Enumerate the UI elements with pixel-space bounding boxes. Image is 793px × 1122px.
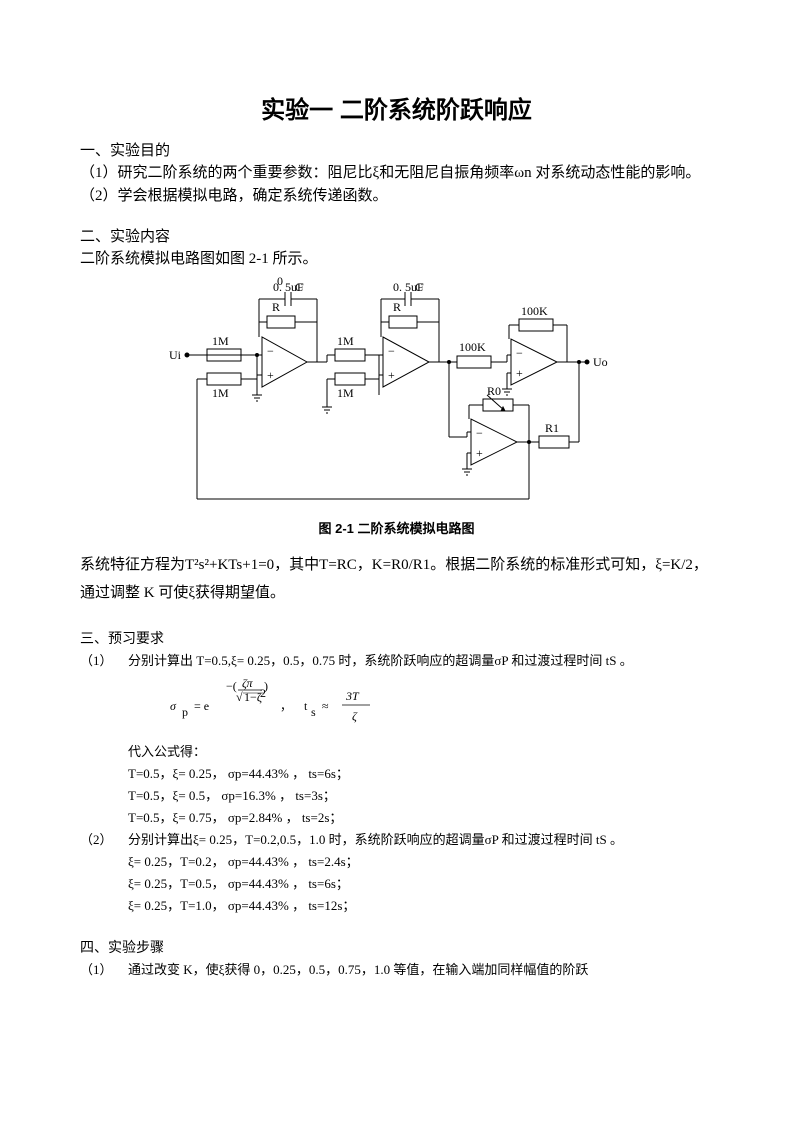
label-1m-2: 1M	[212, 386, 229, 400]
label-ui: Ui	[169, 348, 182, 362]
char-equation-para: 系统特征方程为T²s²+KTs+1=0，其中T=RC，K=R0/R1。根据二阶系…	[80, 551, 713, 608]
calc2-1: ξ= 0.25，T=0.2， σp=44.43% ， ts=2.4s；	[80, 851, 713, 873]
svg-text:): )	[264, 679, 268, 693]
sec3-item1: （1） 分别计算出 T=0.5,ξ= 0.25，0.5，0.75 时，系统阶跃响…	[80, 650, 713, 672]
svg-text:√: √	[236, 690, 243, 704]
svg-text:≈: ≈	[322, 699, 329, 713]
sec1-heading: 一、实验目的	[80, 139, 713, 160]
svg-text:+: +	[388, 368, 395, 382]
svg-text:s: s	[311, 705, 316, 719]
item2-body: 分别计算出ξ= 0.25，T=0.2,0.5，1.0 时，系统阶跃响应的超调量σ…	[128, 829, 713, 851]
calc-1: T=0.5，ξ= 0.25， σp=44.43% ， ts=6s；	[80, 763, 713, 785]
svg-text:= e: = e	[194, 699, 209, 713]
svg-text:p: p	[182, 705, 188, 719]
doc-title: 实验一 二阶系统阶跃响应	[80, 90, 713, 125]
label-R-2: R	[393, 300, 401, 314]
svg-text:ζ: ζ	[352, 709, 358, 723]
svg-text:−: −	[267, 344, 274, 358]
sec2-heading: 二、实验内容	[80, 225, 713, 246]
calc2-3: ξ= 0.25，T=1.0， σp=44.43% ， ts=12s；	[80, 895, 713, 917]
label-R0: R0	[487, 384, 501, 398]
label-1m-3: 1M	[337, 334, 354, 348]
formula: σ p = e −( ζπ √ 1−ζ 2 ) ， t s ≈ 3T ζ	[80, 678, 713, 733]
label-1m-1: 1M	[212, 334, 229, 348]
svg-text:−: −	[476, 426, 483, 440]
sec3-heading: 三、预习要求	[80, 628, 713, 648]
sec4-item1-num: （1）	[80, 959, 128, 981]
svg-text:−: −	[516, 346, 523, 360]
sec1-p2: （2）学会根据模拟电路，确定系统传递函数。	[80, 185, 713, 208]
calc2-2: ξ= 0.25，T=0.5， σp=44.43% ， ts=6s；	[80, 873, 713, 895]
svg-text:+: +	[267, 368, 274, 382]
label-uo: Uo	[593, 355, 608, 369]
svg-text:ζπ: ζπ	[242, 678, 253, 690]
calc-2: T=0.5，ξ= 0.5， σp=16.3% ， ts=3s；	[80, 785, 713, 807]
item2-num: （2）	[80, 829, 128, 851]
sec4-item1: （1） 通过改变 K，使ξ获得 0，0.25，0.5，0.75，1.0 等值，在…	[80, 959, 713, 981]
svg-text:−: −	[388, 344, 395, 358]
label-cap2: 0. 5uF	[393, 280, 424, 294]
label-1m-4: 1M	[337, 386, 354, 400]
page: 实验一 二阶系统阶跃响应 一、实验目的 （1）研究二阶系统的两个重要参数：阻尼比…	[0, 0, 793, 1122]
label-R1: R1	[545, 421, 559, 435]
svg-text:+: +	[476, 446, 483, 460]
svg-text:σ: σ	[170, 699, 177, 713]
calc-3: T=0.5，ξ= 0.75， σp=2.84% ， ts=2s；	[80, 807, 713, 829]
label-100k-1: 100K	[459, 340, 486, 354]
svg-text:t: t	[304, 699, 308, 713]
label-100k-2: 100K	[521, 304, 548, 318]
sec2-p1: 二阶系统模拟电路图如图 2-1 所示。	[80, 248, 713, 271]
svg-text:+: +	[516, 366, 523, 380]
svg-text:，: ，	[280, 699, 292, 713]
label-R-1: R	[272, 300, 280, 314]
item1-num: （1）	[80, 650, 128, 672]
svg-text:3T: 3T	[345, 689, 360, 703]
circuit-diagram: Ui 1M 1M − +	[80, 277, 713, 512]
formula-note: 代入公式得：	[80, 741, 713, 763]
sec1-p1: （1）研究二阶系统的两个重要参数：阻尼比ξ和无阻尼自振角频率ωn 对系统动态性能…	[80, 162, 713, 185]
label-cap1: 0. 5uF	[273, 280, 304, 294]
sec4-heading: 四、实验步骤	[80, 937, 713, 957]
sec3-item2: （2） 分别计算出ξ= 0.25，T=0.2,0.5，1.0 时，系统阶跃响应的…	[80, 829, 713, 851]
circuit-caption: 图 2-1 二阶系统模拟电路图	[80, 518, 713, 537]
item1-body: 分别计算出 T=0.5,ξ= 0.25，0.5，0.75 时，系统阶跃响应的超调…	[128, 650, 713, 672]
sec4-item1-body: 通过改变 K，使ξ获得 0，0.25，0.5，0.75，1.0 等值，在输入端加…	[128, 959, 713, 981]
